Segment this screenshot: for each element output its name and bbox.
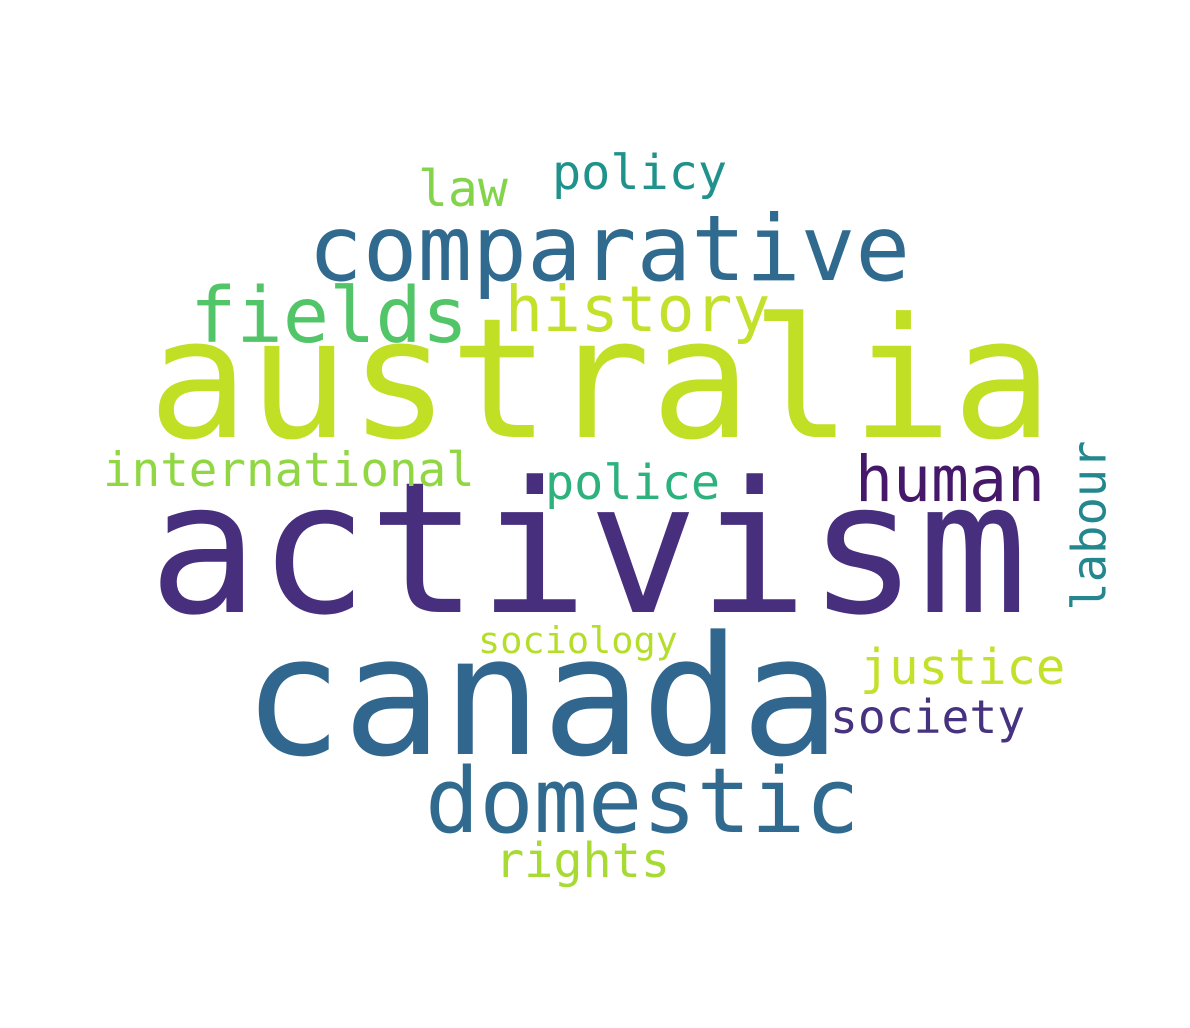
word-canada: canada [243, 601, 841, 794]
word-labour: labour [1062, 440, 1118, 611]
word-police: police [545, 455, 721, 511]
word-policy: policy [552, 145, 728, 201]
word-domestic: domestic [425, 749, 860, 854]
word-rights: rights [495, 833, 671, 889]
word-comparative: comparative [308, 196, 911, 302]
word-activism: activism [148, 443, 1028, 656]
word-human: human [855, 441, 1045, 516]
word-international: international [103, 443, 475, 498]
word-sociology: sociology [478, 618, 678, 662]
word-justice: justice [860, 639, 1066, 696]
word-fields: fields [190, 271, 469, 361]
word-law: law [418, 160, 508, 218]
word-society: society [830, 690, 1026, 744]
word-history: history [505, 272, 771, 346]
word-australia: australia [148, 282, 1053, 477]
